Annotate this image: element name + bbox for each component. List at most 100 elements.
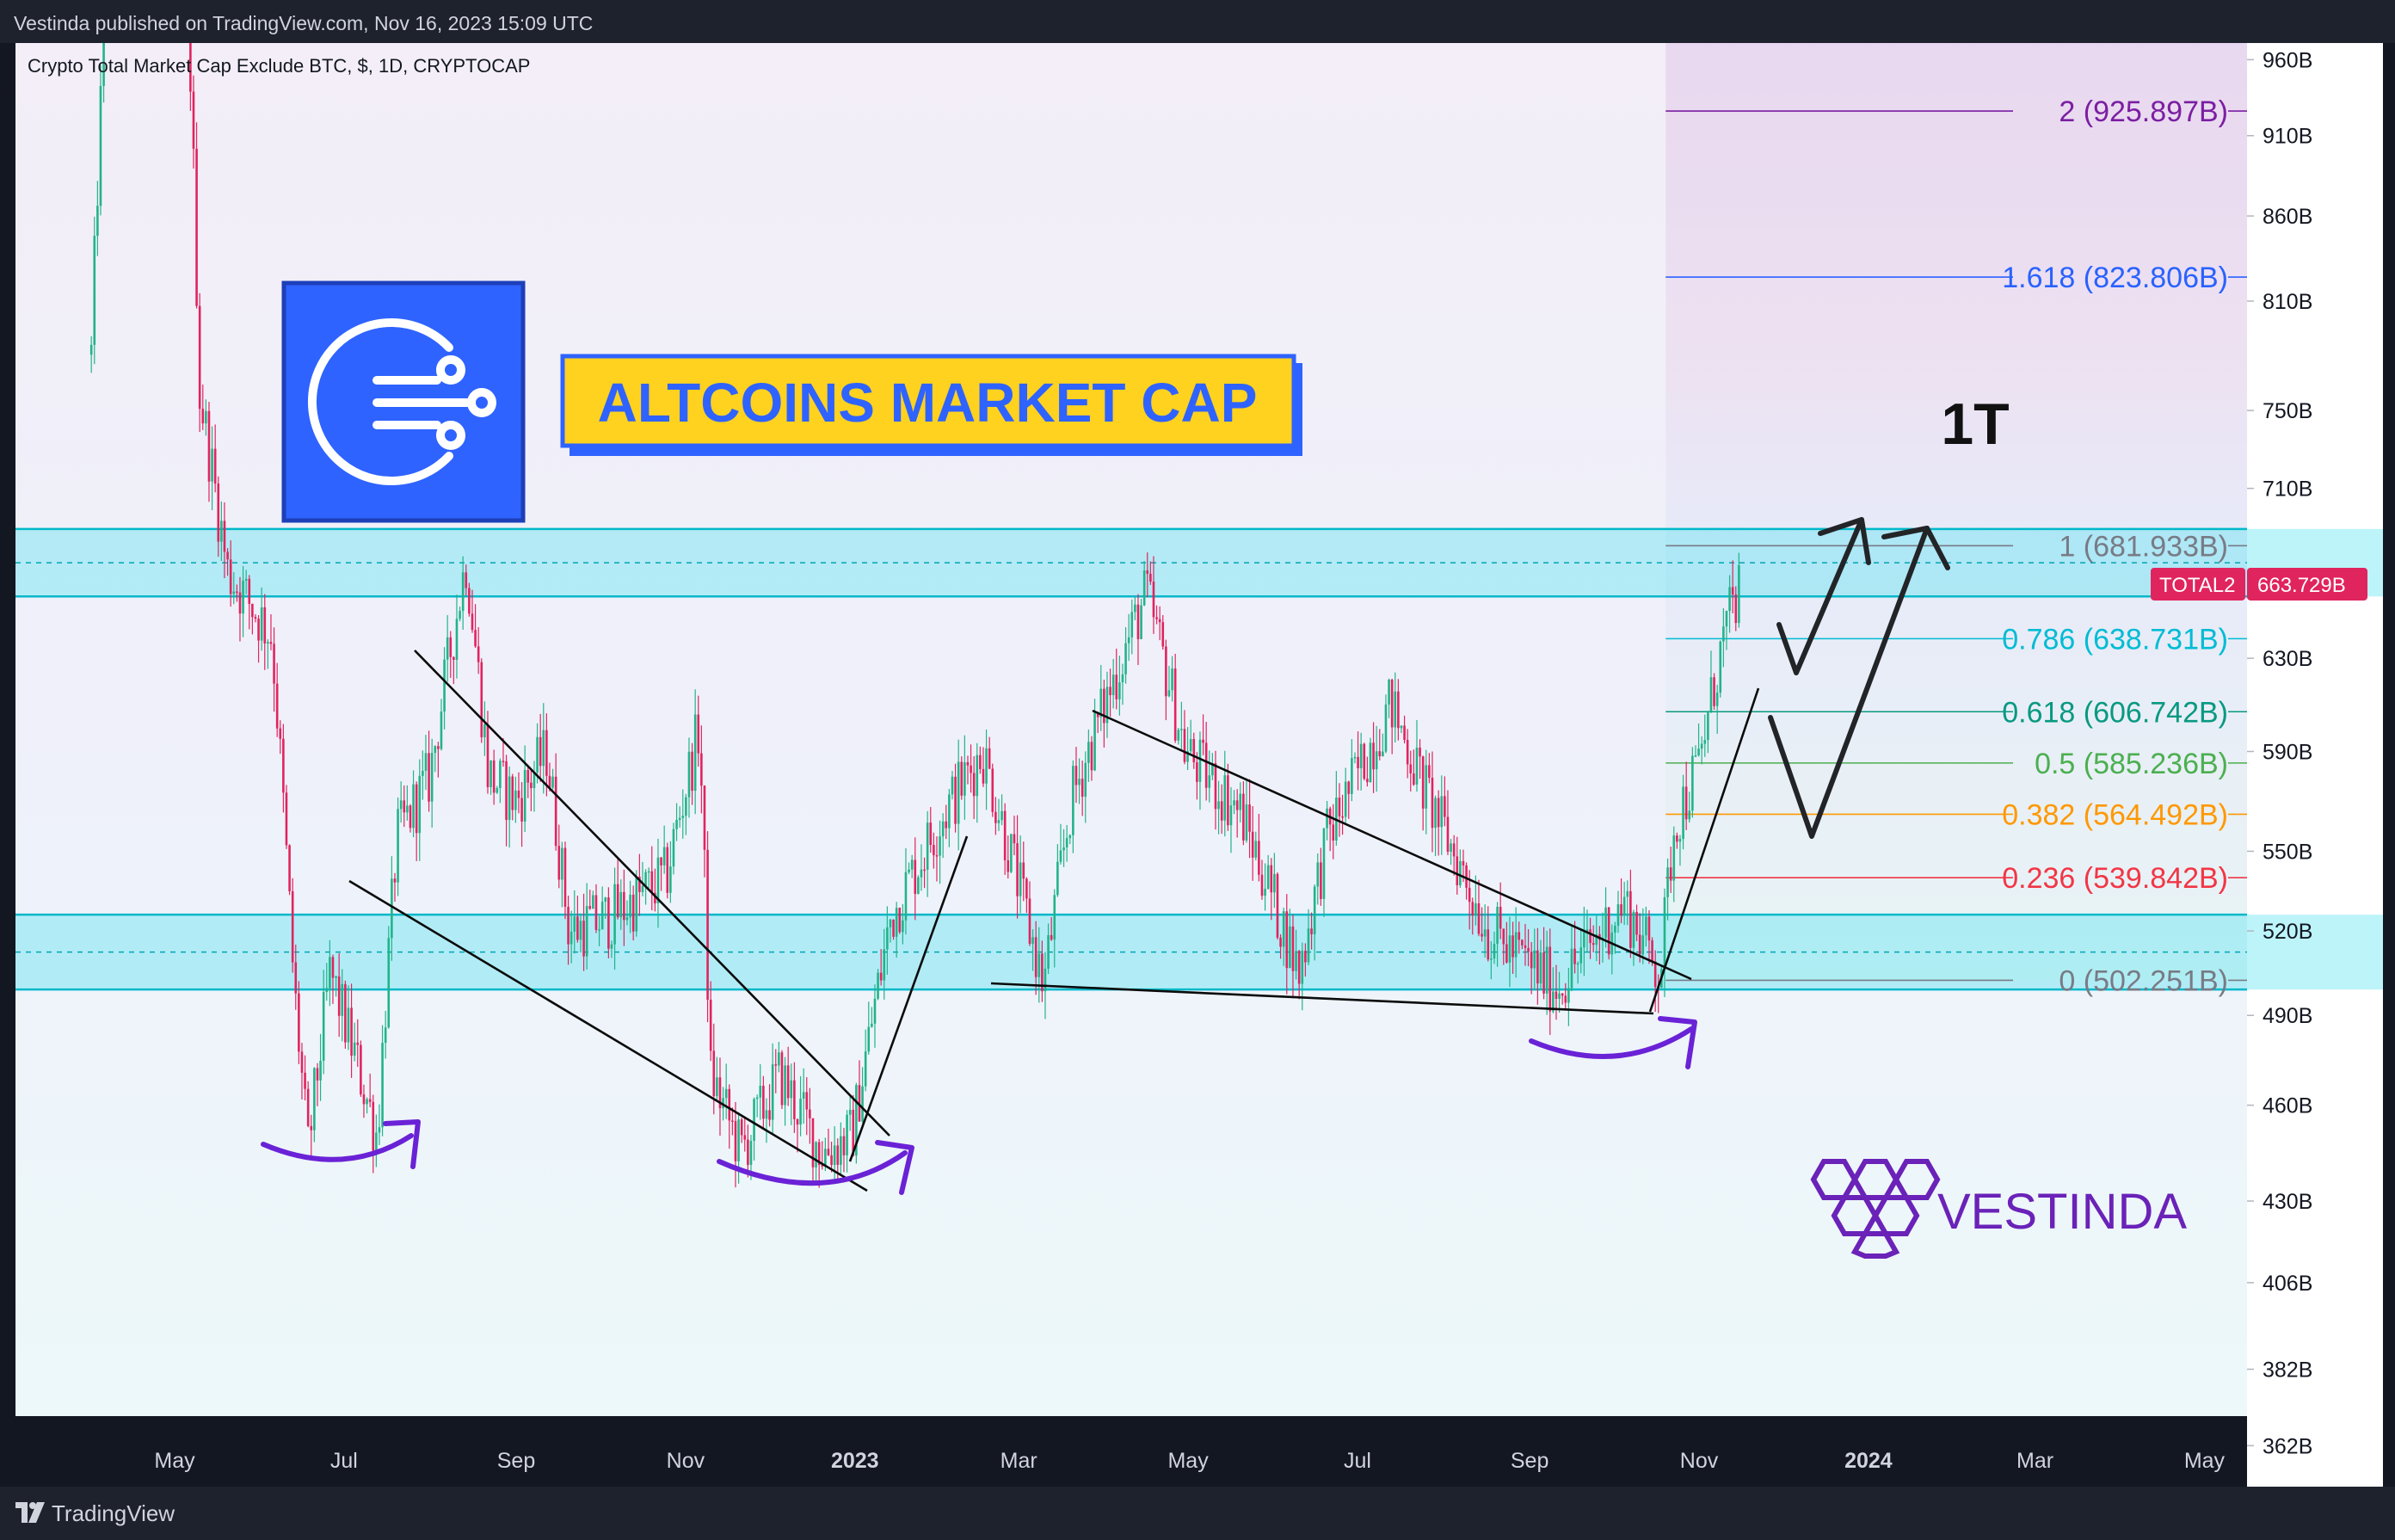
candle-body bbox=[1161, 622, 1165, 647]
candle-body bbox=[300, 1051, 304, 1073]
candle-body bbox=[1007, 859, 1010, 872]
candle-body bbox=[592, 895, 594, 909]
candle-body bbox=[917, 877, 920, 894]
candle-body bbox=[1620, 904, 1622, 916]
candle-body bbox=[802, 1092, 805, 1100]
candle-body bbox=[1579, 947, 1583, 964]
current-price-value: 663.729B bbox=[2257, 574, 2346, 597]
candle-body bbox=[886, 927, 889, 950]
candle-body bbox=[461, 572, 465, 612]
candle-body bbox=[446, 637, 449, 660]
candle-body bbox=[459, 611, 461, 619]
x-tick-label-4: 2023 bbox=[831, 1449, 879, 1473]
title-banner: ALTCOINS MARKET CAP bbox=[560, 354, 1302, 456]
candle-body bbox=[347, 1007, 350, 1043]
candle-body bbox=[1450, 843, 1452, 852]
chart-title: Crypto Total Market Cap Exclude BTC, $, … bbox=[28, 55, 530, 77]
candle-body bbox=[815, 1142, 817, 1167]
candle-body bbox=[1344, 781, 1347, 817]
candle-body bbox=[1678, 839, 1682, 842]
trend-line-breakout-2023 bbox=[848, 835, 969, 1162]
candle-body bbox=[526, 769, 530, 783]
candle-body bbox=[1013, 834, 1016, 844]
candle-body bbox=[1050, 934, 1053, 940]
candle-body bbox=[304, 1072, 306, 1089]
candle-body bbox=[964, 761, 966, 796]
candle-body bbox=[811, 1118, 815, 1167]
candle-body bbox=[1725, 611, 1728, 627]
candle-body bbox=[341, 983, 344, 1016]
candle-body bbox=[749, 1140, 753, 1166]
candle-body bbox=[855, 1085, 858, 1156]
candle-body bbox=[1353, 756, 1357, 759]
candle-body bbox=[821, 1165, 824, 1167]
fib-label-7: 0.382 (564.492B) bbox=[2002, 798, 2228, 831]
candle-body bbox=[391, 878, 393, 939]
candle-body bbox=[926, 822, 929, 870]
candle-body bbox=[1037, 953, 1041, 977]
candle-body bbox=[1196, 762, 1198, 782]
candle-body bbox=[685, 797, 687, 816]
candle-body bbox=[1384, 704, 1388, 752]
candle-body bbox=[1239, 793, 1242, 810]
candle-body bbox=[910, 859, 914, 870]
candle-body bbox=[1044, 968, 1047, 992]
candle-body bbox=[848, 1110, 852, 1115]
candle-body bbox=[693, 714, 697, 792]
banner-text: ALTCOINS MARKET CAP bbox=[598, 372, 1258, 434]
candle-body bbox=[1542, 952, 1545, 994]
candle-body bbox=[619, 891, 623, 918]
candle-body bbox=[1564, 995, 1567, 1003]
candle-body bbox=[1524, 945, 1527, 948]
candle-body bbox=[1041, 953, 1044, 992]
candle-body bbox=[1585, 929, 1589, 933]
candle-body bbox=[1171, 668, 1173, 691]
candle-body bbox=[1666, 867, 1669, 897]
candle-body bbox=[1713, 677, 1715, 706]
bounce-arrow-2 bbox=[717, 1140, 914, 1195]
candle-body bbox=[1570, 948, 1573, 989]
candle-body bbox=[1081, 779, 1084, 798]
candle-body bbox=[902, 920, 904, 933]
candle-body bbox=[830, 1155, 833, 1166]
candle-body bbox=[697, 714, 700, 754]
candle-body bbox=[635, 876, 638, 932]
candle-body bbox=[1099, 688, 1103, 718]
target-label: 1T bbox=[1941, 391, 2009, 457]
candle-body bbox=[291, 890, 294, 963]
candle-body bbox=[1258, 841, 1260, 875]
candle-body bbox=[213, 448, 217, 484]
candle-body bbox=[966, 761, 970, 766]
candle-body bbox=[238, 592, 242, 614]
candle-body bbox=[790, 1080, 793, 1099]
x-tick-label-9: Nov bbox=[1680, 1449, 1719, 1473]
candle-body bbox=[809, 1109, 811, 1118]
candle-body bbox=[229, 559, 232, 594]
vestinda-logo-box bbox=[281, 280, 526, 523]
candle-body bbox=[1604, 907, 1607, 939]
candle-body bbox=[1016, 843, 1019, 896]
candle-body bbox=[102, 43, 105, 86]
candle-body bbox=[1413, 773, 1415, 785]
candle-body bbox=[1483, 929, 1487, 937]
candle-body bbox=[1459, 860, 1462, 885]
candle-body bbox=[1266, 865, 1270, 890]
candle-body bbox=[1149, 573, 1152, 582]
price-chart[interactable]: 2.618 (1.119T)2 (925.897B)1.618 (823.806… bbox=[0, 43, 2395, 1487]
candle-body bbox=[1481, 933, 1483, 937]
candle-body bbox=[248, 578, 251, 604]
candle-body bbox=[765, 1110, 768, 1119]
candle-body bbox=[796, 1118, 799, 1125]
candle-body bbox=[1465, 865, 1468, 888]
candle-body bbox=[1142, 570, 1146, 606]
x-axis-ticks: May Jul Sep Nov 2023 Mar May Jul Sep Nov 2024 Mar Ma… bbox=[154, 1449, 2225, 1473]
candle-body bbox=[1192, 739, 1196, 763]
candle-body bbox=[335, 976, 337, 978]
candle-body bbox=[1177, 730, 1180, 741]
candlesticks bbox=[89, 43, 1740, 1188]
y-tick-label-6: 860B bbox=[2263, 205, 2312, 229]
candle-body bbox=[1641, 935, 1645, 955]
y-tick-label-19: 362B bbox=[2263, 1434, 2312, 1458]
candle-body bbox=[1558, 993, 1561, 999]
candle-body bbox=[1072, 766, 1074, 835]
